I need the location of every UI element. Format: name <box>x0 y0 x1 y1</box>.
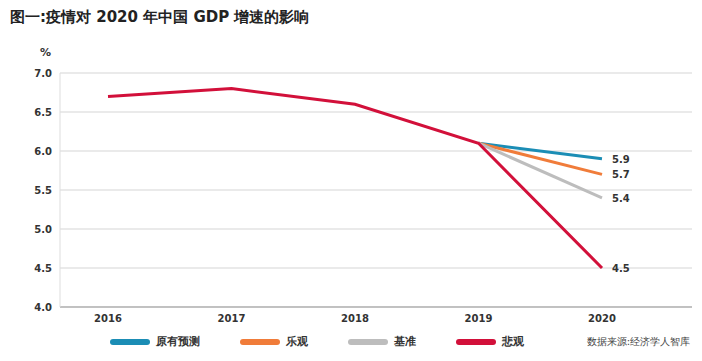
html-text:图一:疫情对 2020 年中国 GDP 增速的影响: 图一:疫情对 2020 年中国 GDP 增速的影响 <box>10 8 310 26</box>
svg-text:6.0: 6.0 <box>34 146 52 157</box>
svg-text:4.5: 4.5 <box>612 263 630 274</box>
html-text:原有预测: 原有预测 <box>156 335 200 348</box>
svg-text:2018: 2018 <box>341 313 369 324</box>
svg-text:6.5: 6.5 <box>34 107 52 118</box>
html-text:基准: 基准 <box>394 335 416 348</box>
svg-text:5.5: 5.5 <box>34 185 52 196</box>
svg-text:7.0: 7.0 <box>34 68 52 79</box>
svg-text:5.9: 5.9 <box>612 154 630 165</box>
html-text:数据来源:经济学人智库: 数据来源:经济学人智库 <box>586 336 690 347</box>
svg-text:5.0: 5.0 <box>34 224 52 235</box>
svg-text:2017: 2017 <box>218 313 246 324</box>
svg-text:2020: 2020 <box>588 313 616 324</box>
svg-text:2019: 2019 <box>465 313 493 324</box>
svg-text:4.5: 4.5 <box>34 263 52 274</box>
svg-text:4.0: 4.0 <box>34 302 52 313</box>
html-text:乐观: 乐观 <box>286 335 308 348</box>
svg-text:2016: 2016 <box>94 313 122 324</box>
html-text:悲观: 悲观 <box>502 335 524 348</box>
svg-text:5.4: 5.4 <box>612 193 630 204</box>
svg-text:5.7: 5.7 <box>612 169 630 180</box>
